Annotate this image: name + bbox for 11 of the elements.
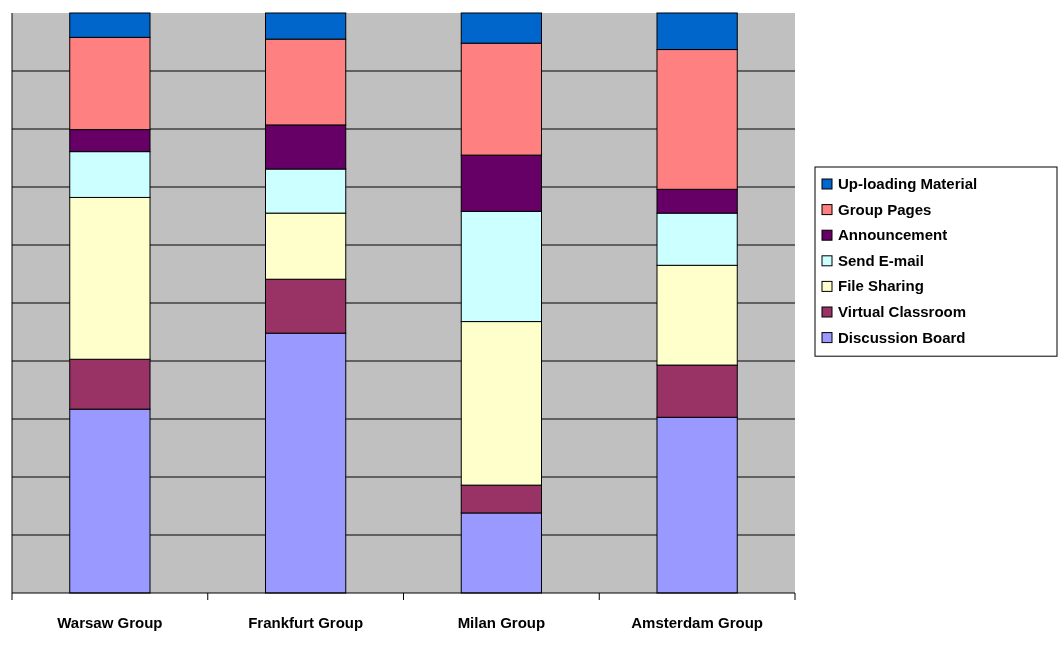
legend-label: Virtual Classroom	[838, 303, 967, 320]
legend-label: File Sharing	[838, 277, 924, 295]
x-tick-label: Amsterdam Group	[631, 614, 763, 631]
x-tick-label: Milan Group	[457, 614, 546, 631]
legend-label: Group Pages	[838, 200, 932, 218]
x-tick-label: Warsaw Group	[57, 614, 163, 631]
legend-label: Send E-mail	[838, 251, 924, 269]
legend-label: Announcement	[838, 226, 948, 244]
legend-label: Discussion Board	[838, 328, 966, 346]
legend-label: Up-loading Material	[838, 175, 978, 192]
x-tick-label: Frankfurt Group	[248, 614, 364, 631]
